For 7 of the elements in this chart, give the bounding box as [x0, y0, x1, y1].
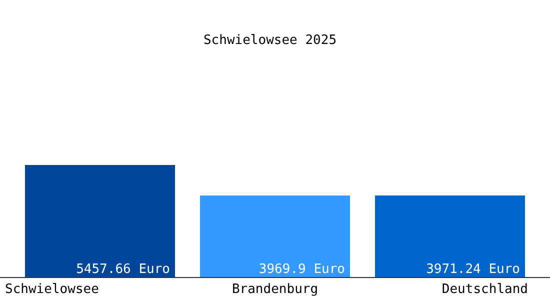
data-label: 3971.24 Euro: [426, 262, 520, 277]
x-tick-label: Brandenburg: [232, 282, 318, 297]
x-tick-label: Schwielowsee: [5, 282, 100, 297]
x-tick-label: Deutschland: [442, 282, 528, 297]
data-label: 3969.9 Euro: [258, 262, 345, 277]
data-label: 5457.66 Euro: [76, 262, 170, 277]
chart-title: Schwielowsee 2025: [203, 33, 337, 48]
